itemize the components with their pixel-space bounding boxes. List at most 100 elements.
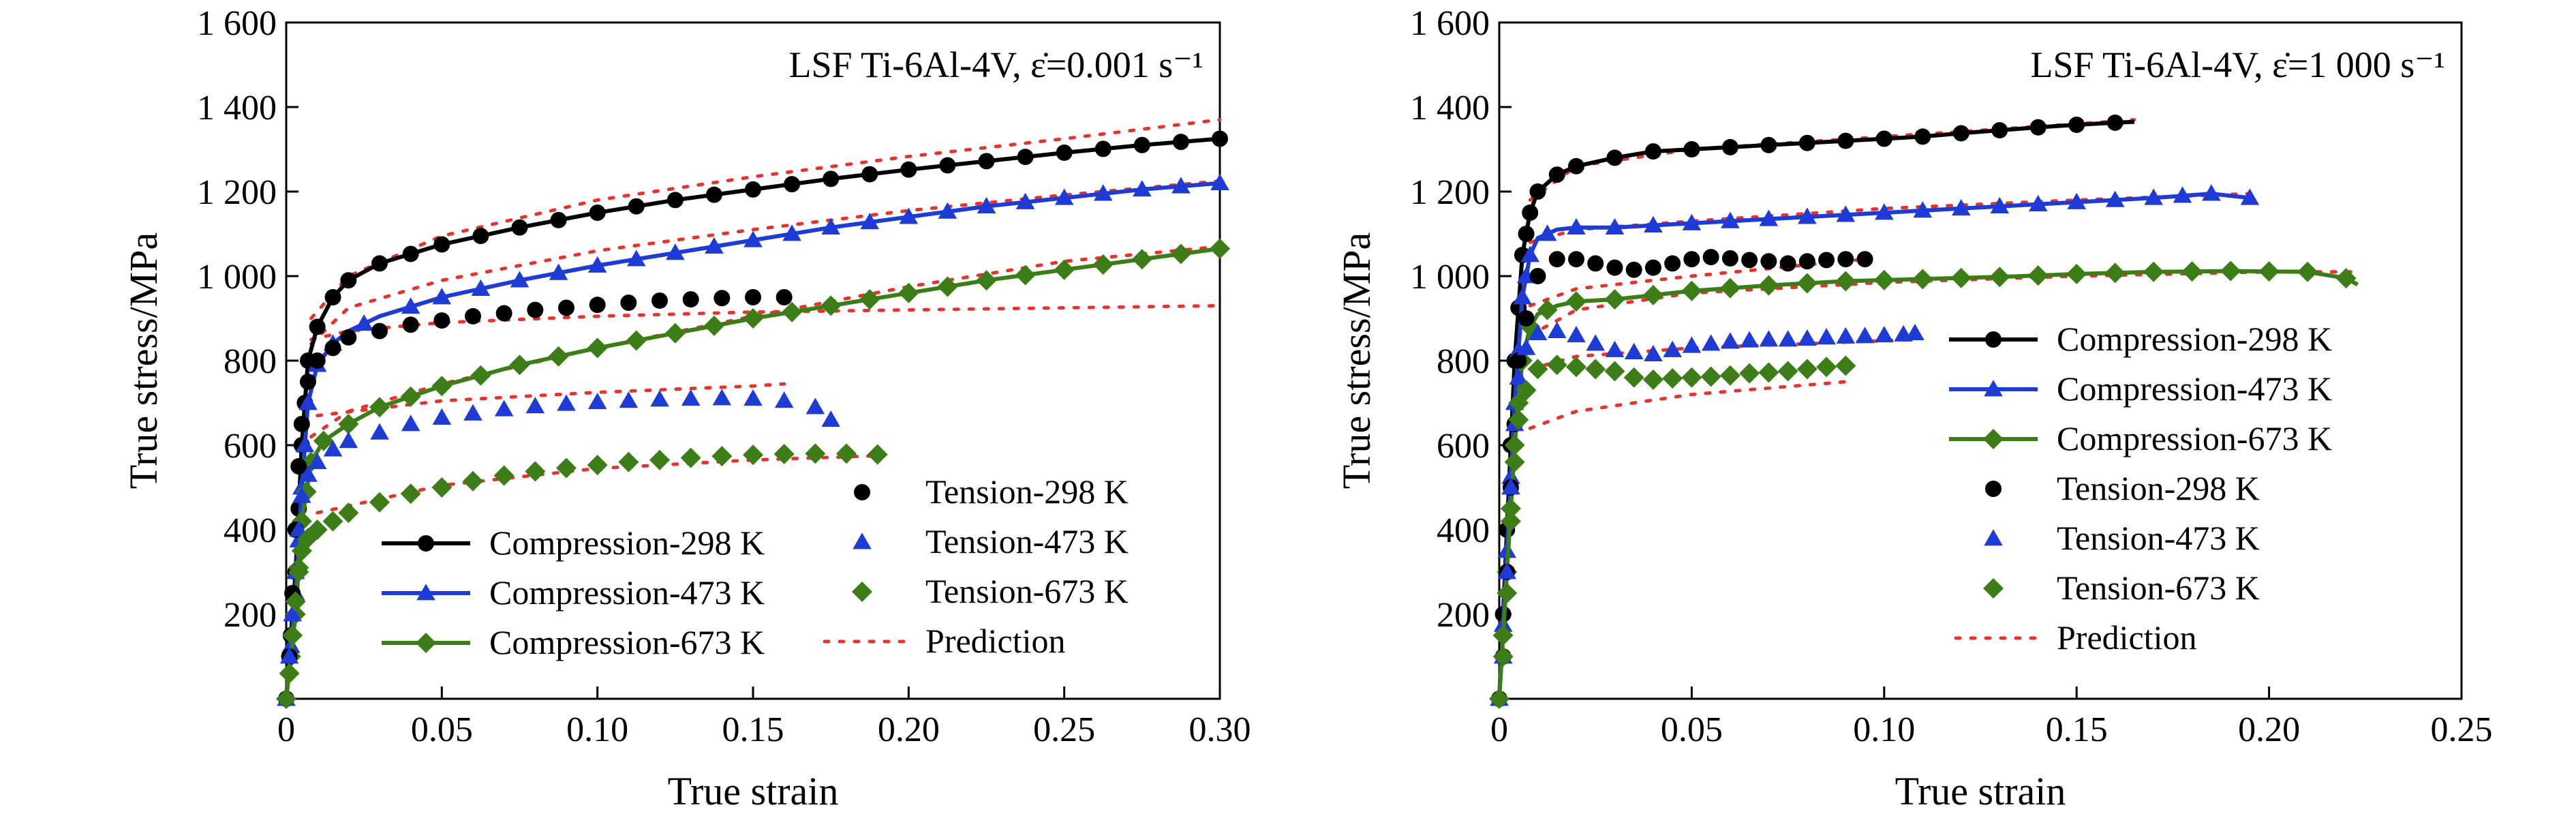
compression-298-k-point xyxy=(402,245,419,262)
compression-298-k-point xyxy=(1567,157,1584,175)
legend-marker xyxy=(853,532,872,549)
tension-298-k-point xyxy=(682,291,699,308)
compression-298-k-point xyxy=(1914,128,1931,145)
compression-473-k-point xyxy=(1951,199,1971,216)
compression-673-k-point xyxy=(1873,269,1895,290)
tension-673-k-point xyxy=(1700,366,1721,387)
tension-298-k-point xyxy=(1818,252,1835,269)
compression-673-k-point xyxy=(782,301,803,322)
compression-673-k-point xyxy=(369,397,390,418)
compression-473-k-point xyxy=(432,288,452,305)
tension-673-k-point xyxy=(307,519,328,540)
compression-473-k-point xyxy=(1644,215,1663,232)
compression-673-k-point xyxy=(587,337,608,359)
tension-473-k-point xyxy=(681,389,701,406)
y-tick-label: 400 xyxy=(224,511,277,550)
tension-298-k-point xyxy=(1644,259,1661,276)
compression-673-k-point xyxy=(1604,289,1625,310)
compression-473-k-point xyxy=(1721,211,1740,228)
tension-673-k-point xyxy=(1500,511,1521,532)
compression-673-k-point xyxy=(1719,277,1741,299)
y-tick-label: 1 200 xyxy=(1410,173,1490,212)
tension-473-k-point xyxy=(1663,340,1682,357)
compression-673-k-point xyxy=(976,270,997,291)
compression-298-k-point xyxy=(1721,138,1738,155)
tension-298-k-point xyxy=(495,305,512,322)
tension-673-k-point xyxy=(587,455,608,476)
legend-entry-compression-673-k: Compression-673 K xyxy=(382,623,765,661)
tension-673-k-point xyxy=(711,446,733,467)
compression-473-k-point xyxy=(1567,217,1586,235)
tension-673-k-point xyxy=(773,444,795,465)
tension-298-k-point xyxy=(589,297,606,314)
compression-673-k-point xyxy=(2104,262,2126,284)
compression-473-k-point xyxy=(1759,209,1779,226)
compression-473-k-point xyxy=(1054,188,1074,205)
panel-title: LSF Ti-6Al-4V, ε̇=1 000 s⁻¹ xyxy=(2030,44,2445,85)
tension-673-k-point xyxy=(463,470,483,492)
prediction-curve xyxy=(309,245,1222,439)
compression-298-k-point xyxy=(1094,140,1111,157)
compression-473-k-point xyxy=(860,213,880,230)
legend-entry-tension-673-k: Tension-673 K xyxy=(1983,569,2260,607)
compression-673-k-point xyxy=(1950,267,1972,288)
compression-673-k-point xyxy=(1504,435,1525,455)
tension-298-k-point xyxy=(1683,251,1700,268)
compression-673-k-point xyxy=(2220,260,2241,282)
compression-473-k-point xyxy=(295,436,315,453)
compression-473-k-point xyxy=(899,207,919,224)
tension-673-k-point xyxy=(1816,357,1837,378)
compression-473-k-point xyxy=(1520,245,1539,262)
tension-298-k-point xyxy=(1837,251,1854,268)
tension-473-k-point xyxy=(463,404,482,421)
legend-label: Tension-298 K xyxy=(2057,469,2260,507)
tension-673-k-point xyxy=(1662,368,1683,389)
y-tick-label: 600 xyxy=(224,427,277,466)
tension-473-k-point xyxy=(1682,336,1702,353)
tension-473-k-point xyxy=(1875,326,1894,343)
compression-673-k-point xyxy=(400,386,421,407)
tension-673-k-point xyxy=(867,444,888,465)
legend-label: Compression-673 K xyxy=(489,623,765,661)
tension-673-k-point xyxy=(285,591,306,612)
tension-298-k-point xyxy=(1741,252,1758,269)
tension-473-k-point xyxy=(1497,562,1517,579)
tension-673-k-point xyxy=(1546,355,1567,376)
tension-673-k-point xyxy=(1796,359,1818,380)
tension-473-k-point xyxy=(1516,338,1536,355)
tension-473-k-point xyxy=(774,391,794,408)
tension-673-k-point xyxy=(1681,367,1702,388)
compression-298-k-point xyxy=(1875,130,1892,147)
compression-298-k-point xyxy=(1212,130,1228,147)
compression-298-k-point xyxy=(823,170,840,187)
legend-marker xyxy=(852,582,872,602)
tension-473-k-point xyxy=(339,432,358,449)
compression-673-k-point xyxy=(2181,261,2203,282)
tension-473-k-point xyxy=(292,486,311,503)
tension-673-k-point xyxy=(431,477,453,498)
tension-298-k-point xyxy=(1760,253,1777,270)
tension-473-k-point xyxy=(298,465,318,482)
legend-label: Tension-298 K xyxy=(925,472,1129,511)
y-tick-label: 1 200 xyxy=(197,173,277,212)
compression-298-k-point xyxy=(1644,143,1661,160)
legend-label: Compression-473 K xyxy=(2057,370,2332,408)
prediction-curve xyxy=(309,118,1222,320)
tension-673-k-point xyxy=(618,451,639,472)
compression-298-k-point xyxy=(2068,117,2085,134)
legend-label: Compression-298 K xyxy=(2057,320,2332,358)
y-tick-label: 800 xyxy=(1437,342,1490,381)
compression-298-k-point xyxy=(1991,122,2008,139)
compression-298-k-point xyxy=(784,176,801,193)
tension-298-k-point xyxy=(1606,259,1623,276)
compression-298-k-line xyxy=(284,136,1221,699)
compression-673-k-point xyxy=(276,689,296,709)
x-tick-label: 0.25 xyxy=(2431,710,2493,749)
compression-673-k-point xyxy=(2258,261,2280,282)
tension-298-k-point xyxy=(1529,268,1546,284)
prediction-curve xyxy=(1528,257,1867,307)
compression-673-k-point xyxy=(1681,280,1702,301)
tension-473-k-point xyxy=(432,408,452,425)
compression-473-k-point xyxy=(1537,224,1557,241)
prediction-curve xyxy=(1528,192,2252,244)
